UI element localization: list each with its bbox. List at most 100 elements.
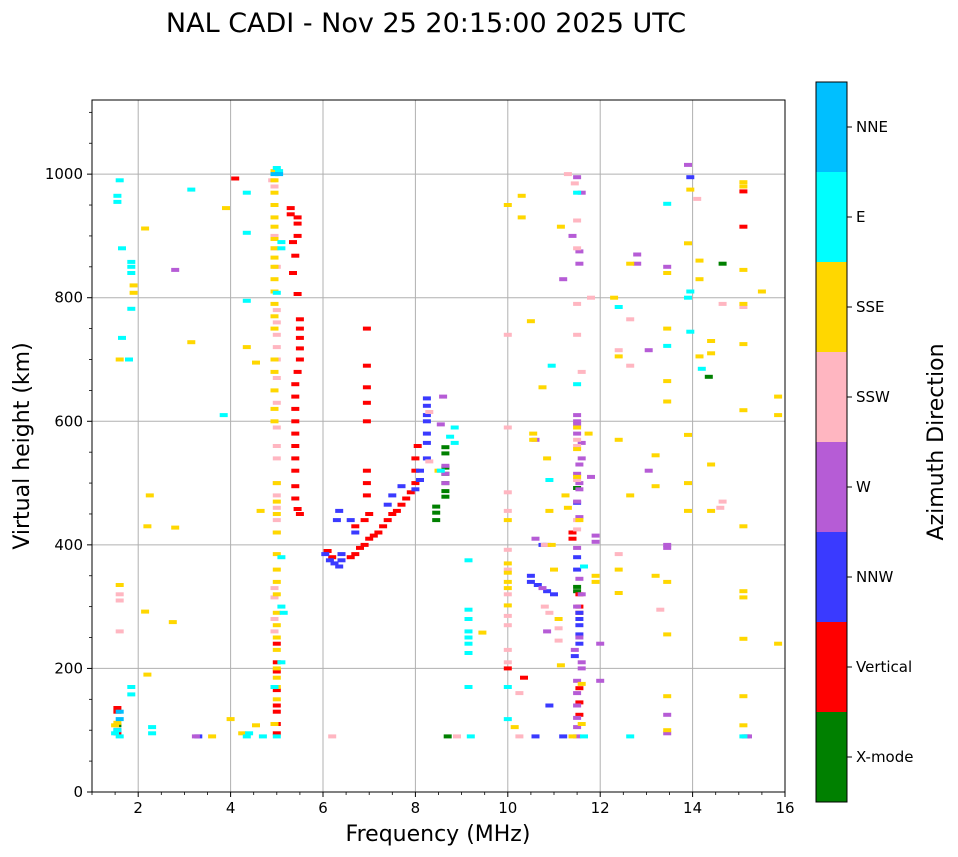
echo-point-vertical [365,512,374,516]
echo-point-vertical [293,221,302,226]
echo-point-sse [568,734,577,739]
echo-point-e [573,190,582,195]
echo-point-sse [663,326,672,331]
echo-point-vertical [291,456,300,461]
echo-point-w [575,462,584,467]
echo-point-sse [272,675,281,680]
echo-point-ssw [328,734,337,739]
echo-point-sse [270,264,279,269]
echo-point-w [587,474,595,479]
colorbar-segment [816,712,847,802]
echo-point-vertical [360,518,369,523]
echo-point-e [436,468,445,473]
echo-point-sse [503,570,512,575]
echo-point-vertical [346,555,355,560]
echo-point-sse [129,290,138,295]
echo-point-w [559,277,568,282]
echo-point-sse [651,453,660,458]
echo-point-ssw [270,595,279,600]
echo-point-sse [270,246,279,251]
echo-point-sse [503,579,512,584]
echo-point-x-mode [441,489,450,494]
echo-point-ssw [587,295,595,300]
echo-point-sse [270,237,279,241]
echo-point-e [272,290,281,295]
echo-point-vertical [323,549,332,553]
echo-point-ssw [503,508,512,513]
echo-point-sse [663,632,672,637]
echo-point-e [580,734,588,739]
echo-point-e [663,201,672,206]
echo-point-w [575,576,584,581]
echo-point-e [697,366,706,371]
echo-point-w [575,515,584,520]
echo-point-sse [707,508,716,513]
echo-point-sse [187,340,196,345]
echo-point-vertical [291,496,300,501]
echo-point-sse [503,203,512,207]
echo-point-nnw [416,478,424,482]
echo-point-w [573,691,582,696]
echo-point-nnw [422,413,431,418]
echo-point-nnw [573,555,582,560]
echo-point-e [663,343,672,348]
echo-point-sse [663,271,672,275]
echo-point-e [242,298,251,303]
echo-point-nnw [383,502,392,507]
echo-point-sse [563,505,572,510]
echo-point-w [573,725,582,730]
echo-point-e [464,685,473,689]
echo-point-e [187,187,196,192]
echo-point-sse [651,484,660,489]
colorbar-tick-label: W [856,478,871,496]
echo-point-nnw [531,734,540,739]
echo-point-vertical [360,542,369,547]
echo-point-ssw [272,320,281,325]
echo-point-nnw [422,419,431,424]
echo-point-e [118,246,126,251]
echo-point-ssw [573,246,582,251]
echo-point-w [573,413,582,418]
echo-point-w [577,660,586,665]
echo-point-sse [663,728,672,733]
echo-point-sse [272,610,281,615]
echo-point-ssw [425,459,434,464]
echo-point-w [573,175,582,180]
echo-point-vertical [295,512,304,516]
echo-point-sse [143,524,152,529]
echo-point-sse [573,474,582,479]
echo-point-e [686,289,695,294]
echo-point-nnw [559,734,568,739]
echo-point-ssw [503,567,512,572]
data-points [111,162,783,739]
echo-point-ssw [570,181,579,186]
echo-point-x-mode [573,584,582,589]
echo-point-ssw [503,332,512,337]
echo-point-w [171,267,180,272]
echo-point-nnw [575,632,584,637]
echo-point-sse [614,567,623,572]
echo-point-ssw [270,233,279,238]
echo-point-e [614,305,623,309]
echo-point-sse [550,567,558,572]
echo-point-sse [739,595,748,600]
x-tick-label: 16 [775,799,794,817]
echo-point-e [242,734,251,739]
grid-lines [92,100,785,792]
echo-point-sse [115,357,124,362]
echo-point-vertical [362,481,371,486]
echo-point-ssw [270,629,279,634]
echo-point-e [684,295,692,300]
echo-point-sse [663,694,672,699]
echo-point-ssw [716,505,725,510]
echo-point-e [573,382,582,387]
echo-point-ssw [115,629,124,634]
echo-point-vertical [291,419,300,424]
echo-point-sse [272,592,281,597]
echo-point-nnw [388,493,397,498]
echo-point-sse [272,623,281,628]
echo-point-e [547,363,556,368]
echo-point-w [577,190,586,195]
echo-point-sse [113,720,122,725]
echo-point-nnw [575,617,584,621]
